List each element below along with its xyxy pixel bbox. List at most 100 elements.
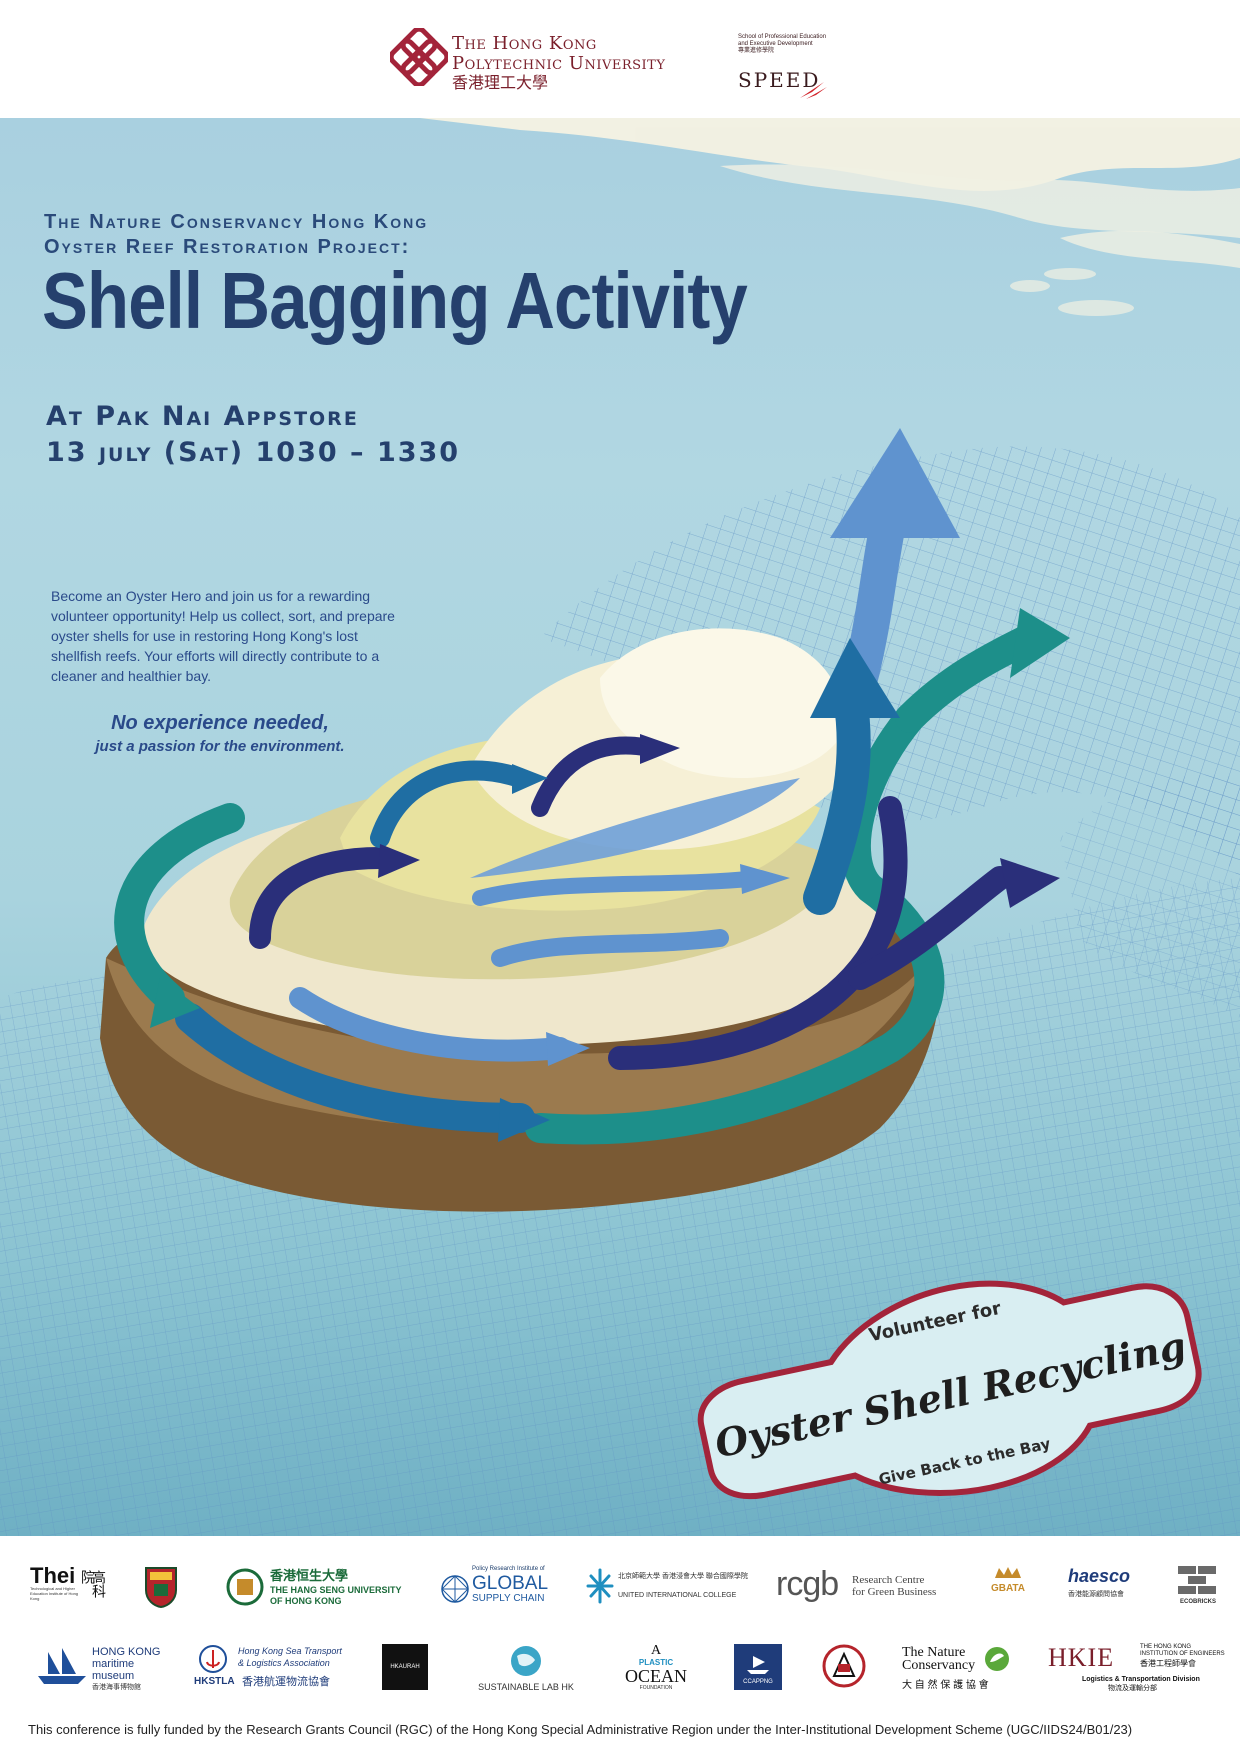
tnc-line2: Conservancy (902, 1658, 976, 1673)
navy-arrow-head (1000, 858, 1060, 908)
plastic-a: A (650, 1643, 662, 1658)
hku-crest-icon (145, 1567, 177, 1608)
hkstla-chinese: 香港航運物流協會 (242, 1676, 330, 1688)
ccappng-logo: CCAPPNG (734, 1644, 782, 1690)
tnc-leaf-icon (985, 1647, 1009, 1671)
speed-swoosh-icon (800, 82, 827, 99)
haesco-logo: haesco 香港能源顧問協會 (1068, 1566, 1148, 1599)
gbata-name: GBATA (990, 1583, 1026, 1594)
sponsor-logos: Thei 高科院 Technological and Higher Educat… (0, 1536, 1240, 1754)
swirl-blue-bottom (175, 1003, 535, 1133)
sustainable-lab-logo: SUSTAINABLE LAB HK (466, 1644, 586, 1693)
hkie-chinese: 香港工程師學會 (1140, 1659, 1196, 1668)
blue-arrow-head (810, 638, 900, 718)
speed-logo-text: SPEED (738, 68, 821, 92)
polyu-name-chinese: 香港理工大學 (452, 73, 549, 92)
hkstla-line1: Hong Kong Sea Transport (238, 1646, 342, 1656)
cta-main-text: No experience needed, (111, 712, 329, 734)
haesco-name: haesco (1068, 1566, 1131, 1586)
sustainable-lab-name: SUSTAINABLE LAB HK (478, 1682, 574, 1692)
swirl-lightblue-mid (289, 987, 571, 1062)
uic-english: UNITED INTERNATIONAL COLLEGE (618, 1592, 737, 1599)
gbata-crown-icon (995, 1567, 1021, 1578)
hkstla-line2: & Logistics Association (238, 1658, 330, 1668)
global-sub-text: SUPPLY CHAIN (472, 1593, 545, 1604)
globe-leaf-icon (511, 1646, 541, 1676)
plastic-word: PLASTIC (638, 1658, 674, 1667)
page-title: Shell Bagging Activity (42, 256, 748, 345)
hkie-division: Logistics & Transportation Division (1082, 1676, 1200, 1683)
volunteer-badge: Volunteer for Oyster Shell Recycling Giv… (697, 1280, 1202, 1500)
rcgb-word: rcgb (776, 1565, 839, 1603)
polyu-name-line2: Polytechnic University (452, 53, 666, 74)
polyu-emblem-icon (390, 28, 448, 86)
speed-line1: School of Professional Education (738, 34, 827, 40)
hkie-line2: INSTITUTION OF ENGINEERS (1140, 1651, 1225, 1657)
hkie-line1: THE HONG KONG (1140, 1644, 1192, 1650)
ccappng-name: CCAPPNG (743, 1679, 773, 1685)
brick-wall-icon (1178, 1566, 1216, 1594)
event-venue: At Pak Nai Appstore (46, 401, 359, 432)
hkie-division-chinese: 物流及運輸分部 (1108, 1685, 1157, 1692)
call-to-action: No experience needed, just a passion for… (60, 710, 380, 758)
event-details: At Pak Nai Appstore 13 july (Sat) 1030 –… (46, 399, 460, 471)
tnc-line1: The Nature (902, 1645, 966, 1660)
ship-sail-icon (38, 1648, 86, 1684)
cloud-shapes (420, 118, 1240, 316)
lightblue-arrow-head (830, 428, 960, 538)
hsuhk-english-line2: OF HONG KONG (270, 1596, 342, 1606)
speed-line2: and Executive Development (738, 41, 813, 47)
tnc-chinese: 大 自 然 保 護 協 會 (902, 1680, 989, 1691)
haesco-chinese: 香港能源顧問協會 (1068, 1591, 1124, 1598)
hkie-mark: HKIE (1048, 1643, 1115, 1672)
thei-chinese: 高科院 (80, 1570, 107, 1598)
polyu-wordmark: The Hong Kong Polytechnic University 香港理… (452, 34, 665, 92)
swirl-blue-up (803, 681, 871, 915)
gbata-logo: GBATA (980, 1566, 1036, 1595)
speed-wordmark: School of Professional Education and Exe… (738, 34, 827, 99)
hkstla-abbr: HKSTLA (194, 1676, 235, 1687)
maritime-chinese: 香港海事博物館 (92, 1684, 141, 1691)
speed-line3: 專業進修學院 (738, 48, 775, 54)
rcgb-line1: Research Centre (852, 1574, 925, 1586)
hk-association-emblem-icon (822, 1644, 866, 1688)
plastic-foundation: FOUNDATION (639, 1685, 673, 1691)
global-top-text: Policy Research Institute of (472, 1566, 545, 1572)
hsuhk-chinese: 香港恒生大學 (270, 1568, 349, 1583)
poster: The Nature Conservancy Hong Kong Oyster … (0, 118, 1240, 1536)
rcgb-line2: for Green Business (852, 1586, 937, 1598)
event-date: 13 july (Sat) 1030 – 1330 (46, 437, 461, 468)
swirl-teal-left (114, 803, 245, 1013)
project-heading-line2: Oyster Reef Restoration Project: (44, 236, 411, 258)
project-heading-line1: The Nature Conservancy Hong Kong (44, 211, 429, 233)
swirl-navy-left (249, 847, 391, 949)
uic-chinese: 北京師範大學 香港浸會大學 聯合國際學院 (618, 1573, 748, 1580)
hsuhk-english-line1: THE HANG SENG UNIVERSITY (270, 1585, 402, 1595)
polyu-name-line1: The Hong Kong (452, 33, 597, 54)
ecobricks-name: ECOBRICKS (1179, 1599, 1216, 1605)
fishing-net-upper (540, 446, 1240, 878)
plastic-ocean-word: OCEAN (625, 1666, 687, 1686)
anchor-emblem-icon (199, 1645, 227, 1673)
project-heading: The Nature Conservancy Hong Kong Oyster … (44, 210, 428, 260)
funding-footnote: This conference is fully funded by the R… (28, 1722, 1133, 1737)
badge-shape (697, 1280, 1202, 1500)
a-plastic-ocean-logo: A PLASTIC OCEAN FOUNDATION (618, 1643, 694, 1692)
hkaurah-name: HKAURAH (390, 1664, 420, 1670)
crane-ship-icon (747, 1656, 769, 1674)
global-word: GLOBAL (472, 1573, 549, 1594)
thei-logo: Thei 高科院 Technological and Higher Educat… (30, 1565, 107, 1602)
intro-paragraph: Become an Oyster Hero and join us for a … (51, 588, 395, 684)
header: The Hong Kong Polytechnic University 香港理… (0, 0, 1240, 118)
globe-network-icon (441, 1575, 469, 1603)
uic-emblem-icon (586, 1568, 614, 1604)
thei-sub: Technological and Higher Education Insti… (30, 1586, 79, 1601)
teal-arrow-head (1010, 608, 1070, 678)
maritime-english: HONG KONG maritime museum (92, 1646, 161, 1682)
thei-name: Thei (30, 1563, 76, 1588)
hsuhk-emblem-icon (226, 1568, 264, 1606)
arrow-heads (150, 428, 1070, 1142)
ecobricks-logo: ECOBRICKS (1170, 1564, 1226, 1606)
cta-sub-text: just a passion for the environment. (95, 738, 345, 755)
poster-illustration (0, 118, 1240, 1536)
